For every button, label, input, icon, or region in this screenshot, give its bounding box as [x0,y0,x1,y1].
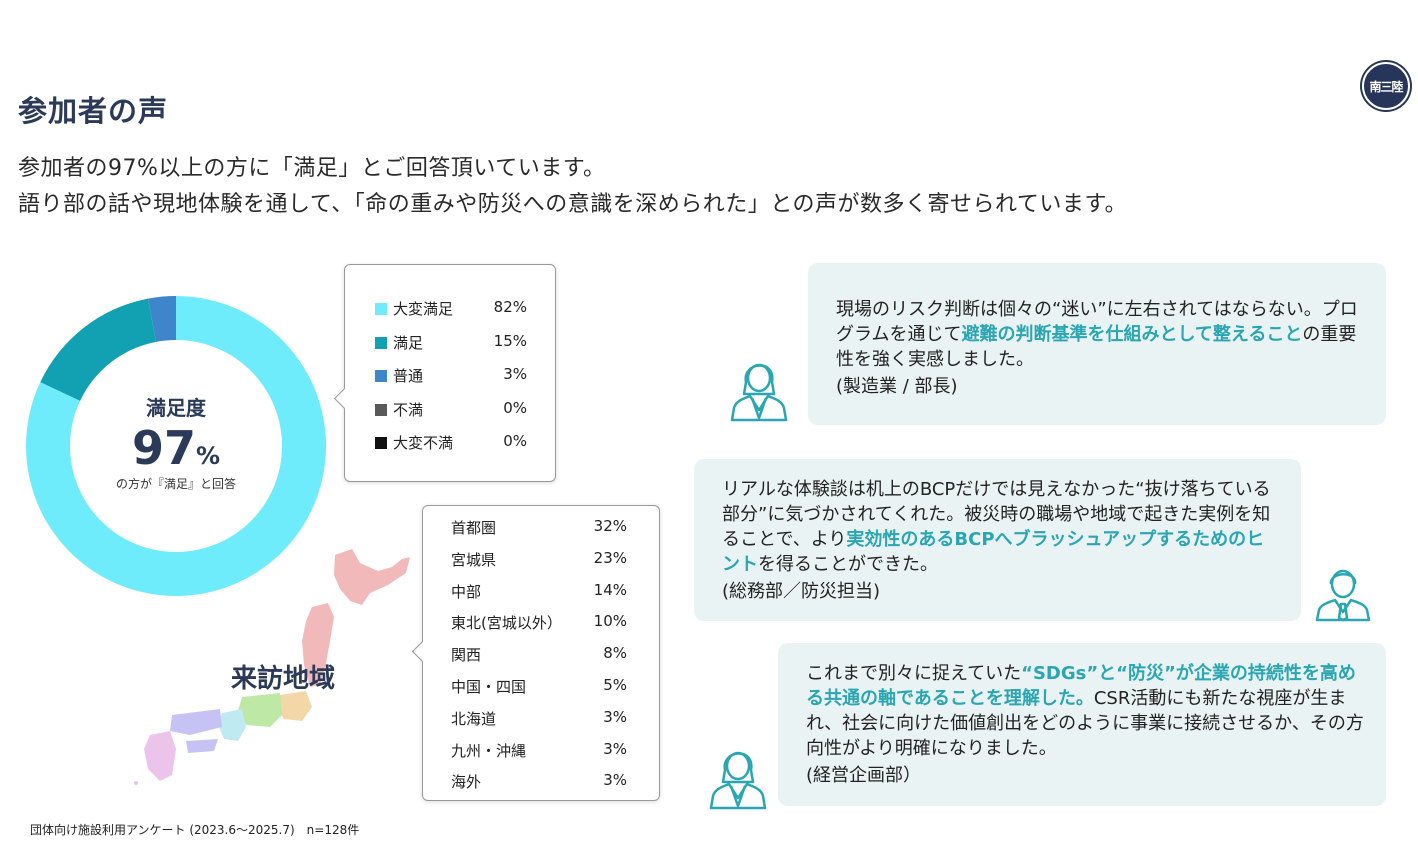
region-title: 来訪地域 [231,664,336,694]
quote-1-highlight: 避難の判断基準を仕組みとして整えること [961,324,1303,345]
region-value: 3% [603,707,627,726]
donut-label: 満足度 [146,396,206,420]
donut-slice-2 [147,296,176,342]
satisfaction-donut-chart [25,296,326,596]
quote-3-attribution: (経営企画部） [806,765,922,786]
legend-item: 大変不満 0% [375,432,545,456]
donut-value: 97 [131,421,196,475]
footnote: 団体向け施設利用アンケート (2023.6〜2025.7) n=128件 [30,823,360,837]
legend-swatch [375,370,387,382]
quote-card-1: 現場のリスク判断は個々の“迷い”に左右されてはならない。プログラムを通じて避難の… [808,263,1386,425]
region-name: 九州・沖縄 [451,741,527,760]
legend-label: 大変満足 [393,300,454,318]
legend-item: 満足 15% [375,332,545,356]
logo: 南三陸 [1362,62,1410,110]
quote-text-2: リアルな体験談は机上のBCPだけでは見えなかった“抜け落ちている部分”に気づかさ… [722,477,1278,604]
region-name: 首都圏 [451,519,497,537]
legend-swatch [375,437,387,449]
legend-value: 3% [503,365,527,383]
region-row: 九州・沖縄 3% [451,740,641,764]
region-row: 東北(宮城以外） 10% [451,612,641,636]
region-value: 3% [603,771,627,790]
legend-swatch [375,303,387,315]
region-name: 海外 [451,773,482,792]
legend-value: 82% [493,298,527,316]
region-value: 5% [603,676,627,694]
region-row: 宮城県 23% [451,549,641,573]
map-hokkaido [334,549,410,605]
donut-unit: % [195,442,221,470]
map-tohoku [302,603,334,687]
lead-text-2: 語り部の話や現地体験を通して、「命の重みや防災への意識を深められた」との声が数多… [18,192,1128,217]
legend-label: 普通 [393,367,424,385]
region-value: 14% [593,580,627,599]
region-name: 中部 [451,582,482,601]
region-name: 東北(宮城以外） [451,614,562,633]
quote-text-1: 現場のリスク判断は個々の“迷い”に左右されてはならない。プログラムを通じて避難の… [836,297,1362,399]
quote-2-attribution: (総務部／防災担当) [722,581,881,602]
map-chubu [238,693,282,727]
region-row: 北海道 3% [451,708,641,732]
region-name: 宮城県 [451,550,497,569]
region-row: 首都圏 32% [451,517,641,541]
donut-caption: の方が『満足』と回答 [115,477,236,491]
map-kanto [276,691,312,721]
map-okinawa [134,781,138,785]
legend-pointer [333,387,356,410]
legend-label: 大変不満 [393,434,454,452]
region-name: 中国・四国 [451,678,527,696]
region-value: 10% [593,612,627,631]
person-female-icon [709,751,767,810]
region-row: 中国・四国 5% [451,676,641,700]
legend-label: 満足 [393,333,424,352]
quote-card-2: リアルな体験談は机上のBCPだけでは見えなかった“抜け落ちている部分”に気づかさ… [694,459,1301,621]
region-name: 関西 [451,646,482,665]
person-male-icon [1315,569,1371,622]
map-kyushu [144,731,176,781]
quote-3-text: これまで別々に捉えていた [806,663,1022,684]
quote-1-attribution: (製造業 / 部長) [836,376,958,397]
region-value: 8% [603,644,627,663]
legend-value: 15% [493,331,527,350]
region-row: 中部 14% [451,581,641,605]
legend-swatch [375,403,387,416]
donut-slice-1 [40,298,157,401]
donut-center: 満足度 97% の方が『満足』と回答 [76,392,276,492]
legend-item: 普通 3% [375,365,545,389]
region-row: 海外 3% [451,771,641,795]
region-name: 北海道 [451,709,497,728]
legend-swatch [375,336,387,349]
quote-1-text-end: の重要性を強く実感しました。 [836,324,1357,370]
donut-slice-0 [25,296,326,596]
legend-item: 大変満足 82% [375,298,545,322]
legend-label: 不満 [393,400,424,419]
quote-2-text-end: を得ることができた。 [758,554,938,575]
person-female-icon [730,363,788,422]
satisfaction-legend: 大変満足 82% 満足 15% 普通 3% 不満 0% 大変不満 0% [333,264,556,482]
legend-item: 不満 0% [375,399,545,423]
map-kansai [218,709,246,741]
quote-text-3: これまで別々に捉えていた“SDGs”と“防災”が企業の持続性を高める共通の軸であ… [806,661,1366,788]
quote-card-3: これまで別々に捉えていた“SDGs”と“防災”が企業の持続性を高める共通の軸であ… [778,643,1386,806]
quote-3-text-end: CSR活動にも新たな視座が生まれ、社会に向けた価値創出をどのように事業に接続させ… [806,688,1364,759]
region-value: 23% [593,548,627,567]
region-row: 関西 8% [451,644,641,668]
page-title: 参加者の声 [18,94,169,128]
japan-map [134,549,410,785]
region-value: 3% [603,739,627,758]
quote-1-text: 現場のリスク判断は個々の“迷い”に左右されてはならない。プログラムを通じて [836,299,1358,345]
region-value: 32% [593,517,627,535]
lead-text-1: 参加者の97%以上の方に「満足」とご回答頂いています。 [18,156,606,181]
quote-3-highlight: “SDGs”と“防災”が企業の持続性を高める共通の軸であることを理解した。 [806,663,1356,709]
legend-value: 0% [503,398,527,417]
quote-2-text: リアルな体験談は机上のBCPだけでは見えなかった“抜け落ちている部分”に気づかさ… [722,479,1271,550]
legend-value: 0% [503,432,527,450]
quote-2-highlight: 実効性のあるBCPへブラッシュアップするためのヒント [722,529,1265,575]
map-chugoku [170,709,222,753]
region-table: 首都圏 32% 宮城県 23% 中部 14% 東北(宮城以外） 10% 関西 8% 中国・四国 5% 北… [411,505,660,801]
